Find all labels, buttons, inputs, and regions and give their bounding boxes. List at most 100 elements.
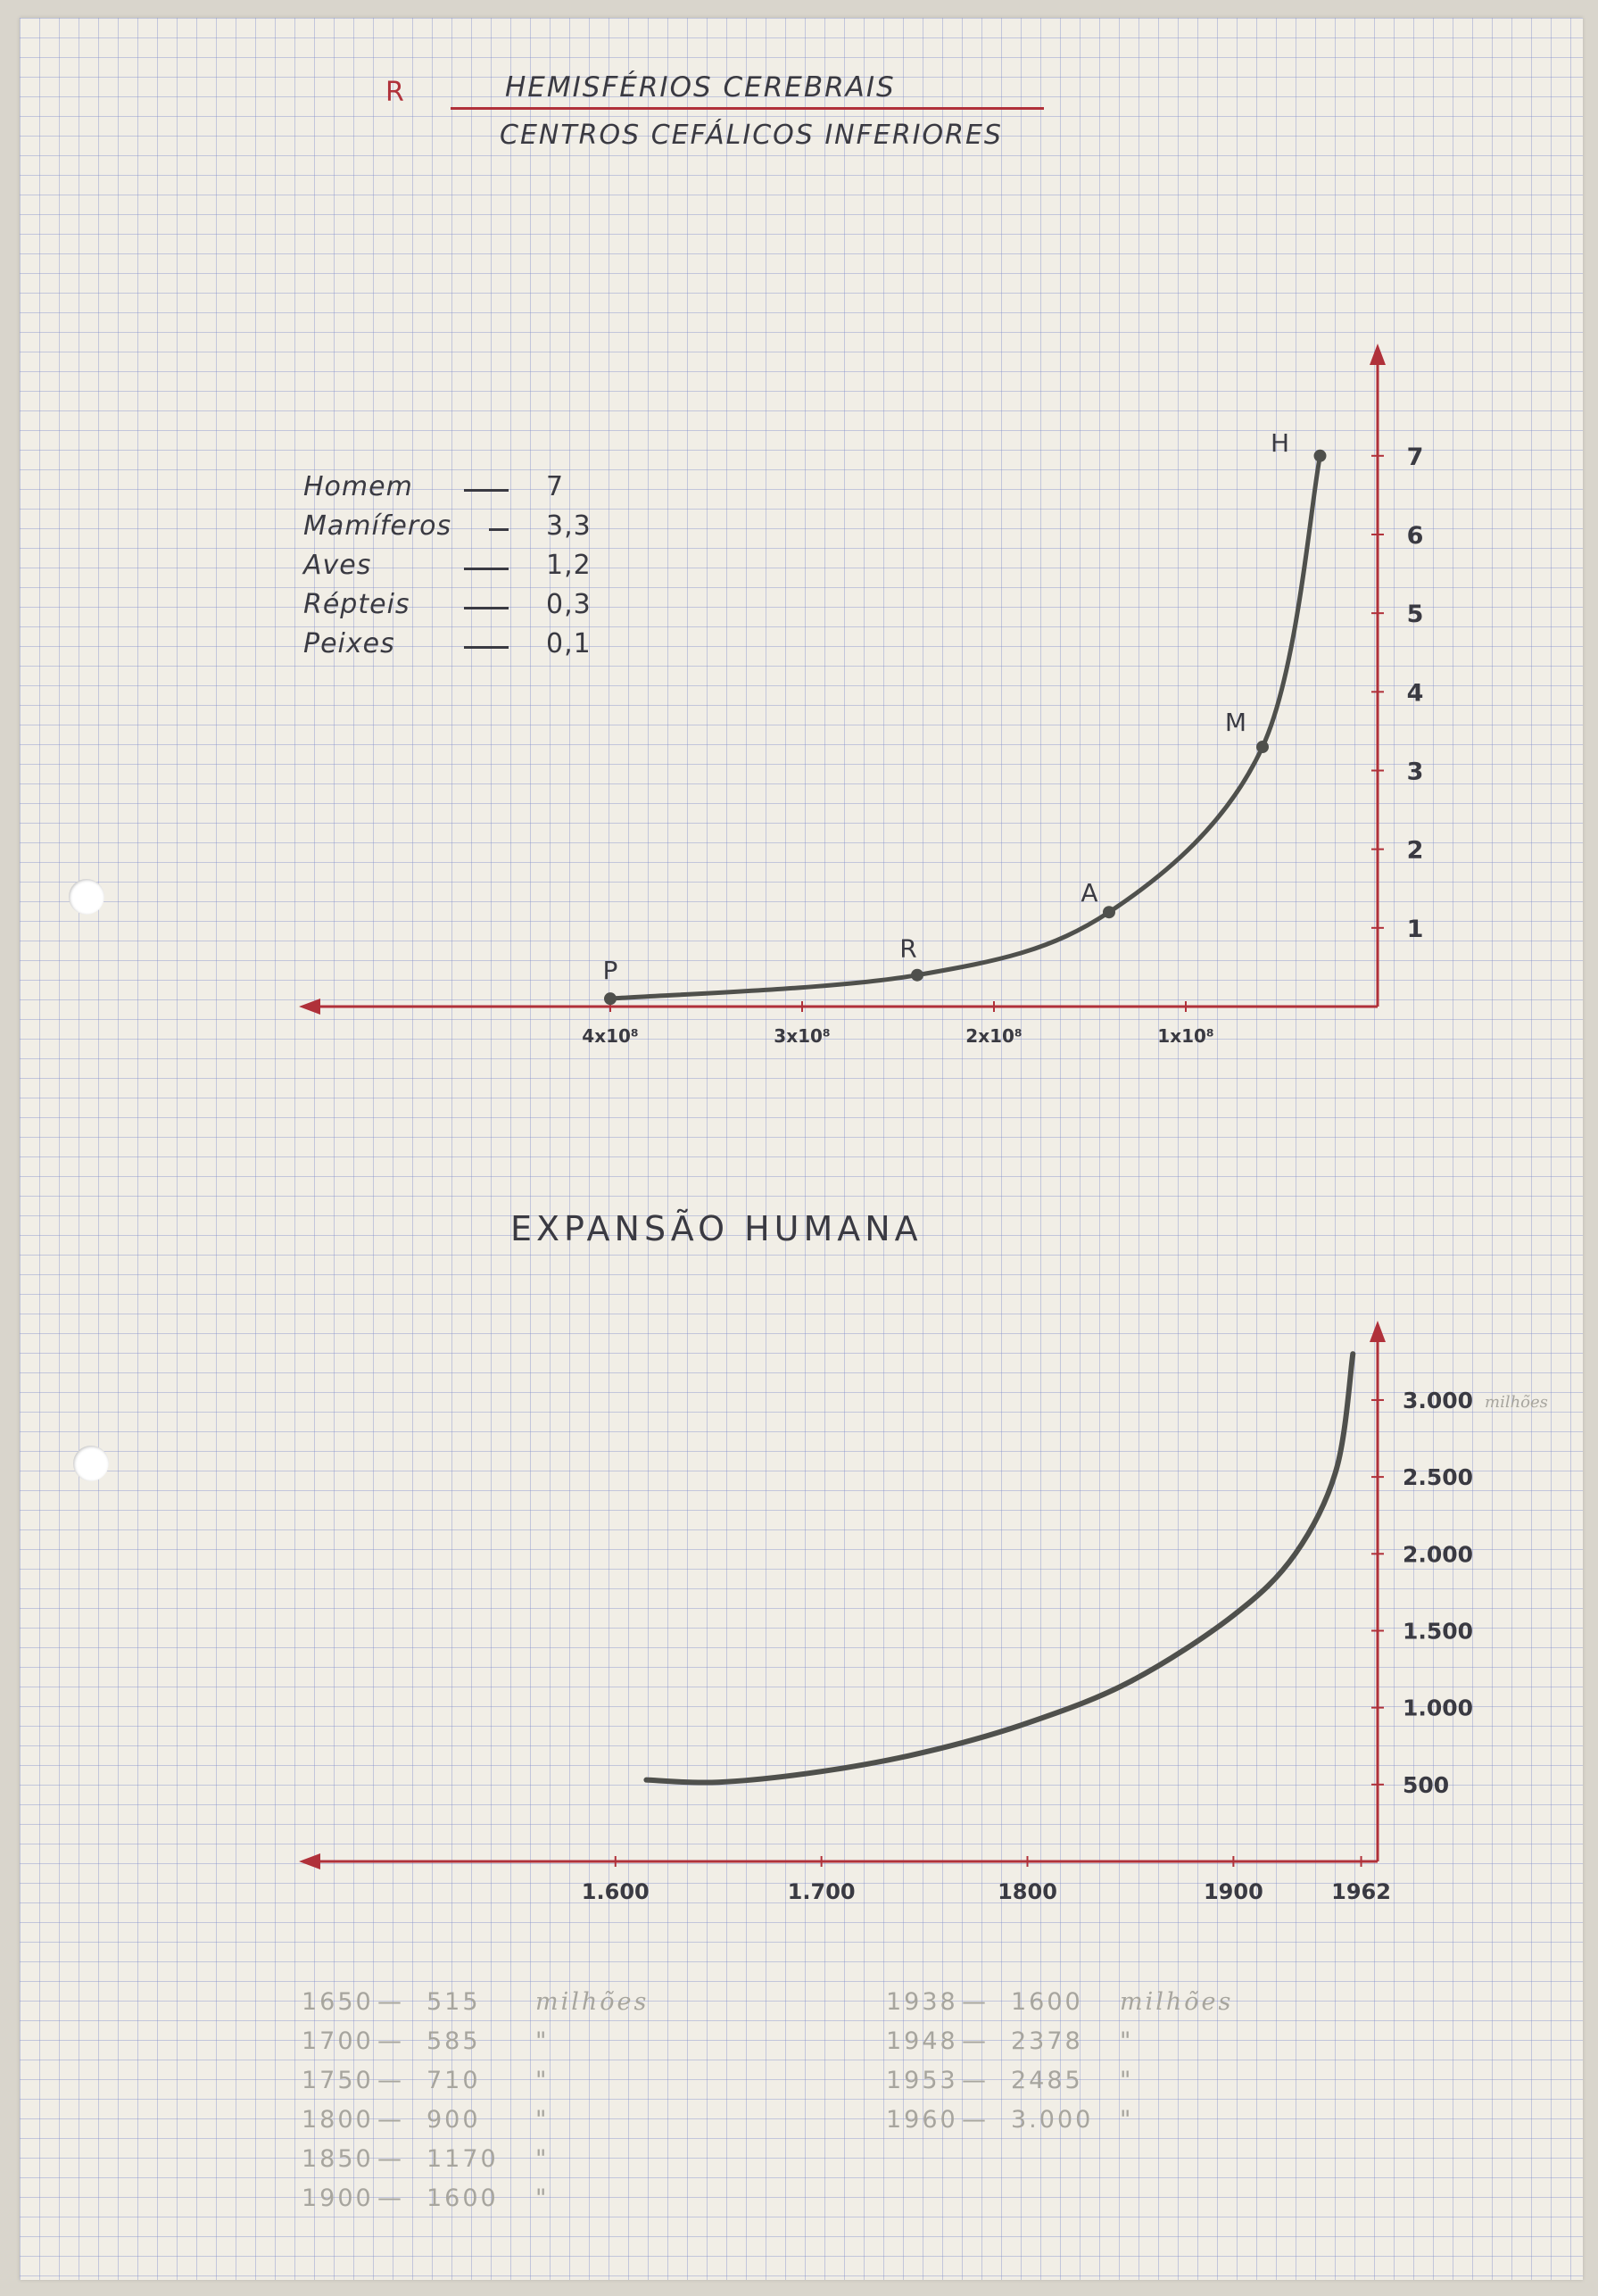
punch-hole-top — [69, 879, 104, 915]
legend-value: 0,1 — [546, 628, 592, 659]
table-right-dash: — — [962, 2106, 989, 2134]
table-right-dash: — — [962, 1988, 989, 2016]
chart1-y-tick-label-2: 3 — [1407, 758, 1424, 785]
chart2-y-tick-label-5: 3.000 — [1403, 1388, 1473, 1413]
chart2-x-tick-label-2: 1800 — [998, 1879, 1057, 1904]
chart1-point-R — [911, 968, 923, 982]
legend-dash — [464, 646, 509, 649]
table-left-value: 710 — [426, 2067, 481, 2094]
header-numerator: HEMISFÉRIOS CEREBRAIS — [505, 71, 896, 104]
legend-dash — [464, 568, 509, 570]
chart2-y-tick-label-0: 500 — [1403, 1772, 1449, 1798]
chart2-x-tick-label-3: 1900 — [1204, 1879, 1263, 1904]
chart1-x-arrowhead — [299, 999, 320, 1015]
fraction-bar — [451, 107, 1044, 110]
table-left-unit: " — [535, 2145, 550, 2173]
legend-label: Homem — [303, 471, 413, 502]
table-right-value: 1600 — [1011, 1988, 1083, 2016]
legend-dash — [464, 607, 509, 609]
legend-value: 0,3 — [546, 589, 592, 620]
header-marker: R — [385, 77, 406, 108]
legend-label: Mamíferos — [303, 510, 452, 542]
chart1-y-tick-label-4: 5 — [1407, 601, 1424, 628]
table-right-value: 2378 — [1011, 2027, 1083, 2055]
legend-value: 3,3 — [546, 510, 592, 542]
punch-hole-bottom — [73, 1446, 109, 1481]
chart1-y-tick-label-3: 4 — [1407, 679, 1424, 707]
chart1-y-tick-label-0: 1 — [1407, 916, 1424, 943]
table-right-year: 1948 — [886, 2027, 958, 2055]
table-left-unit: " — [535, 2184, 550, 2212]
table-left-year: 1800 — [302, 2106, 374, 2134]
legend-dash — [464, 489, 509, 492]
chart2-x-tick-label-0: 1.600 — [582, 1879, 650, 1904]
table-left-unit: milhões — [535, 1988, 650, 2016]
legend-value: 7 — [546, 471, 565, 502]
chart1-point-A — [1103, 906, 1115, 919]
chart1-point-label-A: A — [1081, 878, 1097, 908]
table-right-unit: " — [1120, 2027, 1134, 2055]
chart1-y-tick-label-5: 6 — [1407, 522, 1424, 550]
chart1-point-label-R: R — [899, 934, 916, 964]
table-left-unit: " — [535, 2027, 550, 2055]
table-left-year: 1900 — [302, 2184, 374, 2212]
chart2-y-tick-label-4: 2.500 — [1403, 1464, 1473, 1490]
table-left-year: 1850 — [302, 2145, 374, 2173]
chart1-y-arrowhead — [1370, 344, 1386, 365]
table-right-unit: milhões — [1120, 1988, 1234, 2016]
chart1-x-tick-label-3: 1x10⁸ — [1157, 1025, 1213, 1047]
table-left-dash: — — [377, 2027, 404, 2055]
table-left-dash: — — [377, 2184, 404, 2212]
table-right-dash: — — [962, 2027, 989, 2055]
graph-paper-sheet — [20, 18, 1583, 2280]
chart1-x-tick-label-2: 2x10⁸ — [965, 1025, 1022, 1047]
table-left-year: 1650 — [302, 1988, 374, 2016]
chart2-x-tick-label-1: 1.700 — [788, 1879, 856, 1904]
legend-label: Répteis — [303, 589, 410, 620]
table-right-value: 3.000 — [1011, 2106, 1094, 2134]
table-right-year: 1938 — [886, 1988, 958, 2016]
table-left-dash: — — [377, 2106, 404, 2134]
chart1-point-M — [1256, 741, 1269, 754]
legend-label: Aves — [303, 550, 372, 581]
table-left-value: 900 — [426, 2106, 481, 2134]
table-left-unit: " — [535, 2106, 550, 2134]
table-left-dash: — — [377, 1988, 404, 2016]
chart1-point-label-P: P — [603, 956, 618, 985]
table-left-value: 1170 — [426, 2145, 499, 2173]
chart1-curve — [608, 453, 1322, 1001]
table-left-value: 515 — [426, 1988, 481, 2016]
chart2-y-tick-label-1: 1.000 — [1403, 1695, 1473, 1721]
chart2-y-tick-label-2: 1.500 — [1403, 1618, 1473, 1644]
chart1-point-P — [604, 992, 617, 1006]
table-right-dash: — — [962, 2067, 989, 2094]
chart2-y-unit-label: milhões — [1485, 1393, 1548, 1412]
chart1-point-H — [1313, 449, 1327, 462]
chart2-x-tick-label-4: 1962 — [1331, 1879, 1391, 1904]
table-left-dash: — — [377, 2145, 404, 2173]
table-left-value: 1600 — [426, 2184, 499, 2212]
chart2-y-tick-label-3: 2.000 — [1403, 1541, 1473, 1567]
chart2-x-arrowhead — [299, 1853, 320, 1869]
chart1-x-tick-label-0: 4x10⁸ — [582, 1025, 638, 1047]
table-left-value: 585 — [426, 2027, 481, 2055]
chart2-curve — [643, 1351, 1356, 1786]
chart1-y-tick-label-6: 7 — [1407, 443, 1424, 471]
table-right-year: 1960 — [886, 2106, 958, 2134]
table-left-dash: — — [377, 2067, 404, 2094]
legend-label: Peixes — [303, 628, 395, 659]
chart1-point-label-M: M — [1225, 708, 1246, 737]
table-left-year: 1750 — [302, 2067, 374, 2094]
table-right-value: 2485 — [1011, 2067, 1083, 2094]
table-left-unit: " — [535, 2067, 550, 2094]
legend-dash — [489, 528, 509, 531]
table-right-year: 1953 — [886, 2067, 958, 2094]
chart1-y-tick-label-1: 2 — [1407, 837, 1424, 865]
section-title: EXPANSÃO HUMANA — [510, 1209, 923, 1248]
chart1-point-label-H: H — [1271, 428, 1289, 458]
table-right-unit: " — [1120, 2106, 1134, 2134]
header-denominator: CENTROS CEFÁLICOS INFERIORES — [500, 120, 1003, 151]
chart1-x-tick-label-1: 3x10⁸ — [774, 1025, 830, 1047]
table-right-unit: " — [1120, 2067, 1134, 2094]
